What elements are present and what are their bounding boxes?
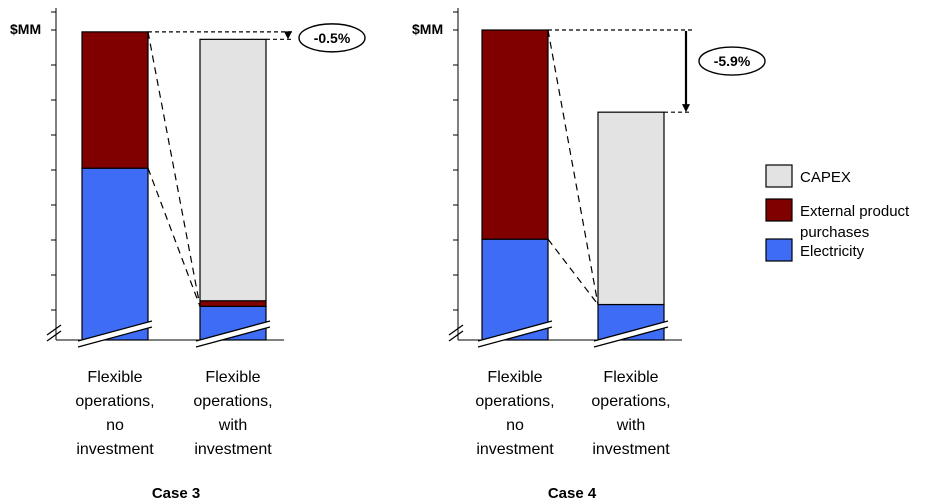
legend-swatch-electricity xyxy=(765,238,793,262)
axis-break-line xyxy=(477,326,553,348)
chart-panel-2: $MM Flexible operations, no investment Flexib… xyxy=(412,8,766,502)
axis-break-line xyxy=(77,320,153,342)
x-tick-label: operations, xyxy=(193,393,272,410)
connector-line xyxy=(547,29,599,305)
x-tick-label: Flexible xyxy=(487,369,542,386)
connector-line xyxy=(147,167,201,307)
annotation-ellipse xyxy=(698,46,766,76)
y-axis-label: $MM xyxy=(10,21,41,37)
x-tick-label: investment xyxy=(592,441,670,458)
chart-panel-1: $MM Flexible operations, no investment Flexib… xyxy=(10,8,366,502)
x-tick-label: no xyxy=(106,417,124,434)
x-tick-label: operations, xyxy=(591,393,670,410)
axis-break xyxy=(196,321,270,347)
x-tick-label: operations, xyxy=(475,393,554,410)
axis-break-line xyxy=(77,326,153,348)
x-tick-label: investment xyxy=(194,441,272,458)
axis-break-line xyxy=(46,324,62,336)
x-tick-label: with xyxy=(218,417,247,434)
chart-title: Case 3 xyxy=(152,485,200,502)
legend-swatch-capex xyxy=(765,164,793,188)
axis-break-line xyxy=(195,326,271,348)
annotation-arrowhead xyxy=(682,104,690,113)
x-tick-label: with xyxy=(616,417,645,434)
x-tick-label: no xyxy=(506,417,524,434)
bar-external-1 xyxy=(481,29,549,240)
legend-label-capex: CAPEX xyxy=(800,169,851,186)
legend: CAPEX External product purchases Electricit… xyxy=(765,164,910,262)
annotation-arrowhead xyxy=(284,31,292,40)
axis-break-line xyxy=(448,324,464,336)
x-tick-label: investment xyxy=(76,441,154,458)
legend-swatch-external xyxy=(765,198,793,222)
axis-break-line xyxy=(195,320,271,342)
connector-line xyxy=(547,238,599,305)
axis-break-line xyxy=(46,330,62,342)
bar-external-1 xyxy=(81,31,149,169)
axis-break xyxy=(594,321,668,347)
legend-label-external: External product xyxy=(800,203,910,220)
annotation-label: -5.9% xyxy=(714,53,751,69)
x-tick-label: Flexible xyxy=(603,369,658,386)
bar-external-2 xyxy=(199,300,267,307)
axis-break xyxy=(78,321,152,347)
annotation-ellipse xyxy=(298,23,366,53)
legend-label-external: purchases xyxy=(800,224,869,241)
axis-break-line xyxy=(448,330,464,342)
y-axis-label: $MM xyxy=(412,21,443,37)
annotation-label: -0.5% xyxy=(314,30,351,46)
axis-break-line xyxy=(593,320,669,342)
bar-capex-2 xyxy=(199,38,267,302)
connector-line xyxy=(147,31,201,307)
chart-title: Case 4 xyxy=(548,485,597,502)
x-tick-label: Flexible xyxy=(205,369,260,386)
axis-break xyxy=(478,321,552,347)
bar-capex-2 xyxy=(597,111,665,306)
legend-label-electricity: Electricity xyxy=(800,243,865,260)
axis-break-line xyxy=(593,326,669,348)
axis-break-line xyxy=(477,320,553,342)
bar-electricity-1 xyxy=(81,167,149,341)
x-tick-label: investment xyxy=(476,441,554,458)
x-tick-label: operations, xyxy=(75,393,154,410)
x-tick-label: Flexible xyxy=(87,369,142,386)
